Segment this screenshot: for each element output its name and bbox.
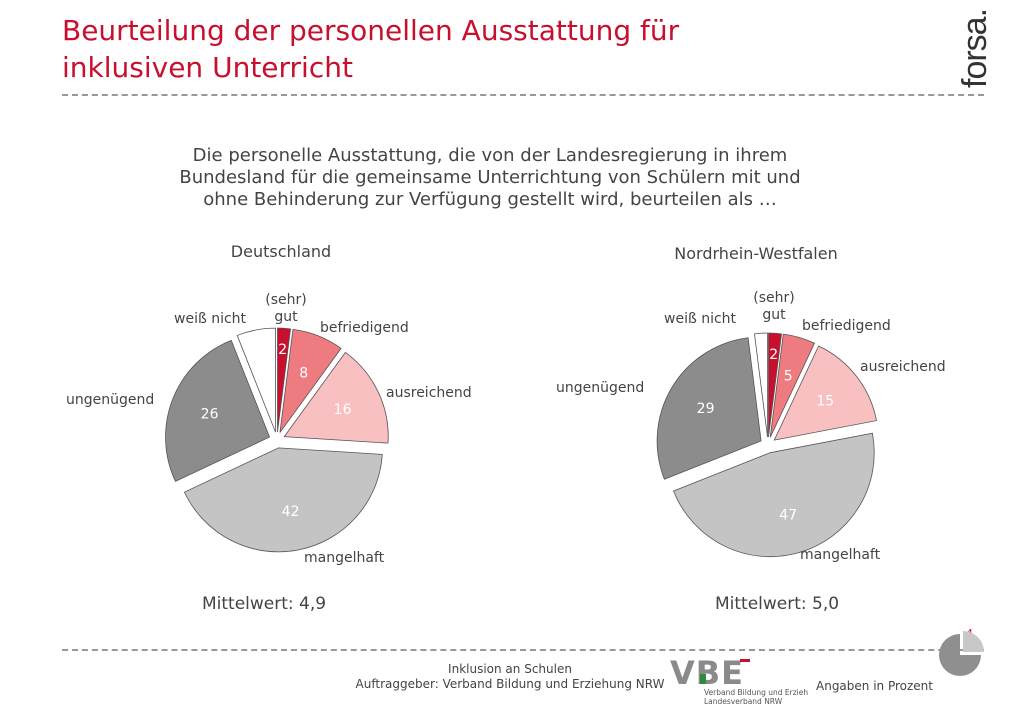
- vbe-logo-text: VBE: [670, 654, 744, 692]
- data-label-sehr-gut: 2: [769, 347, 778, 363]
- pie-slice-weiss-nicht: [236, 327, 276, 433]
- category-label-sehr-gut: (sehr) gut: [265, 292, 306, 325]
- footer-source: Inklusion an Schulen Auftraggeber: Verba…: [330, 662, 690, 692]
- chart-title: Deutschland: [231, 242, 331, 261]
- pie-slice-mangelhaft: [673, 432, 875, 558]
- data-label-mangelhaft: 47: [779, 508, 797, 524]
- category-label-sehr-gut: (sehr) gut: [753, 290, 794, 323]
- pie-slice-mangelhaft: [183, 447, 383, 553]
- question-line-2: Bundesland für die gemeinsame Unterricht…: [179, 167, 801, 188]
- question-line-3: ohne Behinderung zur Verfügung gestellt …: [203, 189, 777, 210]
- footer-line-1: Inklusion an Schulen: [448, 662, 572, 676]
- data-label-ungenuegend: 26: [201, 406, 219, 422]
- title-line-2: inklusiven Unterricht: [62, 51, 353, 84]
- category-label-weiss-nicht: weiß nicht: [174, 311, 247, 327]
- vbe-logo: VBE Verband Bildung und Erziehung Landes…: [670, 654, 808, 706]
- pie-slice-sehr-gut: [768, 332, 782, 438]
- pie-slice-weiss-nicht: [754, 332, 768, 438]
- category-label-befriedigend: befriedigend: [320, 320, 409, 336]
- pie-slice-befriedigend: [279, 328, 342, 433]
- footer-line-2: Auftraggeber: Verband Bildung und Erzieh…: [355, 677, 665, 691]
- vbe-logo-line-1: Verband Bildung und Erziehung: [704, 688, 808, 697]
- pie-slice-ungenuegend: [656, 337, 762, 480]
- category-label-ungenuegend: ungenügend: [556, 380, 644, 396]
- category-label-ungenuegend: ungenügend: [66, 392, 154, 408]
- question-line-1: Die personelle Ausstattung, die von der …: [192, 145, 788, 166]
- data-label-befriedigend: 8: [299, 366, 308, 382]
- data-label-ausreichend: 15: [816, 394, 834, 410]
- pie-chart-nrw: Nordrhein-Westfalen 25 15 47 29 (sehr) gut befr…: [556, 244, 946, 563]
- data-label-ungenuegend: 29: [697, 401, 715, 417]
- pie-slice-befriedigend: [769, 333, 816, 438]
- mean-deutschland: Mittelwert: 4,9: [202, 594, 327, 614]
- page-title: Beurteilung der personellen Ausstattung …: [62, 12, 822, 86]
- forsa-logo-text: forsa.: [956, 9, 994, 88]
- category-label-mangelhaft: mangelhaft: [800, 547, 881, 563]
- chart-title: Nordrhein-Westfalen: [674, 244, 837, 263]
- data-label-befriedigend: 5: [784, 368, 793, 384]
- top-separator: [62, 94, 984, 96]
- mean-nrw: Mittelwert: 5,0: [715, 594, 840, 614]
- pie-slice-sehr-gut: [277, 327, 291, 433]
- title-line-1: Beurteilung der personellen Ausstattung …: [62, 14, 680, 47]
- units-note: Angaben in Prozent: [816, 679, 933, 693]
- pie-slice-ungenuegend: [165, 339, 271, 482]
- forsa-logo: forsa.: [956, 9, 994, 88]
- question-text: Die personelle Ausstattung, die von der …: [120, 145, 860, 211]
- category-label-weiss-nicht: weiß nicht: [664, 311, 737, 327]
- pie-slice-ausreichend: [773, 345, 877, 441]
- data-label-sehr-gut: 2: [278, 342, 287, 358]
- pie-chart-deutschland: Deutschland 28 16 42 26 (sehr) gut befriedigend…: [66, 242, 472, 566]
- vbe-logo-line-2: Landesverband NRW: [704, 697, 783, 706]
- corner-decoration-icon: [939, 631, 984, 676]
- bottom-separator: [62, 649, 984, 651]
- category-label-ausreichend: ausreichend: [860, 359, 946, 375]
- data-label-ausreichend: 16: [334, 402, 352, 418]
- data-label-mangelhaft: 42: [282, 504, 300, 520]
- category-label-befriedigend: befriedigend: [802, 318, 891, 334]
- pie-slice-ausreichend: [283, 351, 389, 444]
- category-label-ausreichend: ausreichend: [386, 385, 472, 401]
- category-label-mangelhaft: mangelhaft: [304, 550, 385, 566]
